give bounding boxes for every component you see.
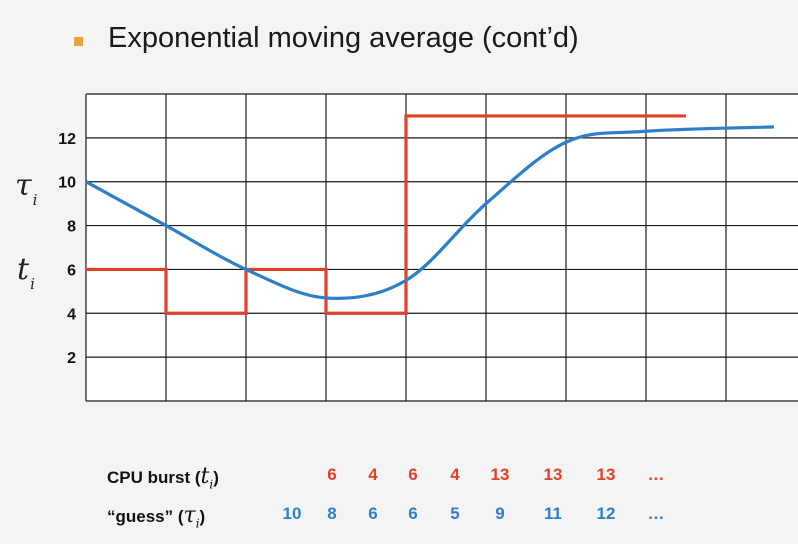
- guess-value: 11: [544, 504, 562, 523]
- t-axis-symbol: ti: [17, 252, 35, 293]
- guess-label: “guess” (τi): [107, 503, 206, 531]
- y-tick-label: 2: [67, 350, 76, 367]
- tau-axis-symbol: τi: [15, 168, 38, 209]
- guess-value: …: [647, 504, 665, 523]
- y-tick-label: 8: [67, 219, 76, 236]
- slide-title: Exponential moving average (cont’d): [108, 22, 579, 54]
- cpu-burst-value: …: [647, 465, 665, 484]
- guess-value: 6: [368, 504, 378, 523]
- y-tick-label: 6: [67, 262, 76, 279]
- guess-value: 8: [327, 504, 337, 523]
- cpu-burst-value: 4: [450, 465, 460, 484]
- cpu-burst-row: CPU burst (ti) 6 4 6 4 13 13 13 …: [0, 460, 798, 492]
- guess-row: “guess” (τi) 10 8 6 6 5 9 11 12 …: [0, 499, 798, 531]
- cpu-burst-value: 13: [490, 465, 510, 484]
- guess-value: 5: [450, 504, 460, 523]
- cpu-burst-value: 13: [596, 465, 616, 484]
- guess-value: 12: [596, 504, 616, 523]
- guess-value: 6: [408, 504, 418, 523]
- guess-curve: [85, 125, 775, 300]
- y-tick-label: 12: [58, 131, 76, 148]
- cpu-burst-line: [86, 114, 686, 315]
- cpu-burst-value: 6: [408, 465, 418, 484]
- guess-value: 10: [282, 504, 302, 523]
- y-tick-label: 10: [58, 175, 76, 192]
- y-tick-label: 4: [67, 306, 76, 323]
- guess-value: 9: [495, 504, 505, 523]
- cpu-burst-value: 13: [543, 465, 563, 484]
- cpu-burst-value: 6: [327, 465, 337, 484]
- title-bullet: [74, 37, 83, 46]
- cpu-burst-value: 4: [368, 465, 378, 484]
- cpu-burst-label: CPU burst (ti): [107, 464, 219, 492]
